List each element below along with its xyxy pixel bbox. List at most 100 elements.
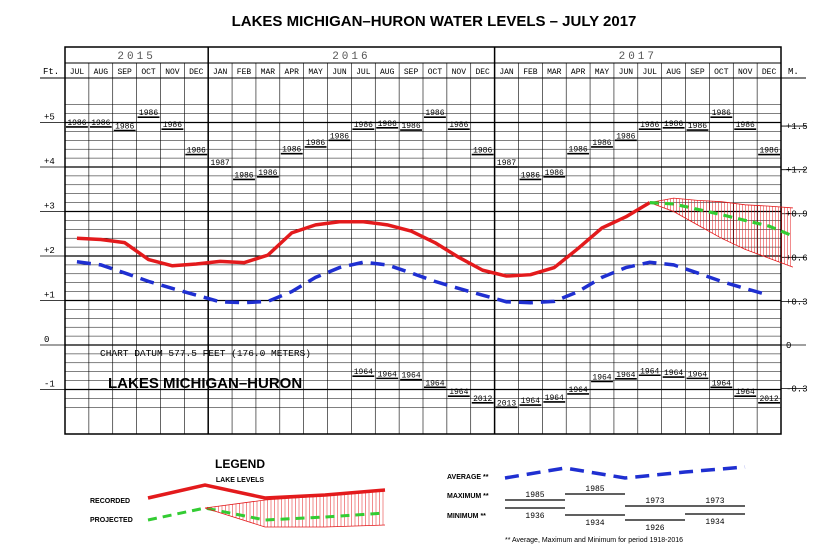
meter-tick-label: +0.9 [786,210,808,220]
year-band [64,46,782,64]
legend-projected-lower [204,507,386,528]
legend-projected-line [147,506,386,522]
month-label: MAR [261,68,276,77]
projection-hatch [649,197,794,268]
maximum-year-label: 1986 [592,139,611,148]
month-label: JUN [619,68,634,77]
minimum-year-label: 1964 [736,388,755,397]
maximum-year-label: 1986 [163,121,182,130]
minimum-year-label: 1964 [592,373,611,382]
legend-footnote: ** Average, Maximum and Minimum for peri… [505,537,683,544]
minimum-year-label: 1964 [712,379,731,388]
month-label: MAR [547,68,562,77]
month-label: JUL [356,68,371,77]
meter-tick-label: +1.2 [786,166,808,176]
projection-upper-bound [649,197,793,209]
maximum-year-label: 1986 [736,121,755,130]
minimum-year-label: 1964 [569,386,588,395]
maximum-year-label: 1986 [425,109,444,118]
minimum-year-label: 1964 [425,379,444,388]
legend-average-line [504,465,746,480]
legend-maximum-year: 1985 [585,485,604,494]
legend-recorded-label: RECORDED [90,498,130,505]
minimum-marks: 1964 1964 1964 1964 1964 2012 2013 1964 1964 1964… [352,367,780,408]
maximum-year-label: 1986 [664,120,683,129]
feet-tick-label: +1 [44,291,55,301]
meter-tick-label: +1.5 [786,122,808,132]
maximum-marks: 1986 1986 1986 1986 1986 1986 1987 1986 1986 1986… [66,109,780,180]
minimum-year-label: 1964 [449,388,468,397]
maximum-year-label: 1986 [282,146,301,155]
recorded-line [76,201,651,278]
meter-tick-label: -0.3 [786,385,808,395]
legend-maximum-label: MAXIMUM ** [447,493,489,500]
feet-tick-label: 0 [44,335,49,345]
year-label: 2015 [117,51,155,63]
minimum-year-label: 2013 [497,399,516,408]
minimum-year-label: 2012 [759,395,778,404]
series [76,201,794,305]
meter-tick-labels: +1.5 +1.2 +0.9 +0.6 +0.3 0 -0.3 [786,122,808,395]
legend-hatch [207,490,384,527]
maximum-year-label: 1986 [139,109,158,118]
legend-recorded-line [147,483,386,500]
left-unit-label: Ft. [43,67,59,77]
legend-maximum-year: 1973 [705,497,724,506]
legend-minimum-year: 1936 [525,512,544,521]
minimum-year-label: 1964 [664,369,683,378]
maximum-year-label: 1987 [497,159,516,168]
meter-tick-label: +0.6 [786,253,808,263]
month-label: NOV [165,68,180,77]
projection-lower-bound [649,202,794,268]
month-label: JAN [213,68,228,77]
month-label: DEC [762,68,777,77]
minimum-year-label: 1964 [521,397,540,406]
minimum-year-label: 1964 [378,370,397,379]
year-labels: 2015 2016 2017 [117,51,657,63]
legend-maximum-years: 1985 1985 1973 1973 [505,485,745,507]
maximum-year-label: 1986 [115,123,134,132]
month-label: JUN [332,68,347,77]
minimum-year-label: 1964 [640,367,659,376]
legend: LEGEND LAKE LEVELS RECORDED PROJECTED AV… [90,457,746,544]
chart-datum-label: CHART DATUM 577.5 FEET (176.0 METERS) [100,348,311,359]
month-label: NOV [738,68,753,77]
month-label: APR [571,68,586,77]
minimum-year-label: 1964 [401,372,420,381]
legend-minimum-year: 1926 [645,524,664,533]
maximum-year-label: 1986 [759,147,778,156]
maximum-year-label: 1986 [521,171,540,180]
feet-tick-label: +4 [44,157,55,167]
maximum-year-label: 1986 [616,132,635,141]
maximum-year-label: 1986 [569,146,588,155]
grid [40,47,806,434]
maximum-year-label: 1986 [545,169,564,178]
maximum-year-label: 1986 [234,171,253,180]
feet-tick-label: -1 [44,380,55,390]
month-label: FEB [237,68,252,77]
month-label: JAN [499,68,514,77]
feet-tick-label: +5 [44,113,55,123]
feet-tick-label: +3 [44,202,55,212]
month-label: OCT [714,68,729,77]
maximum-year-label: 1986 [330,132,349,141]
month-label: AUG [94,68,109,77]
legend-minimum-years: 1936 1934 1926 1934 [505,507,745,533]
meter-tick-label: +0.3 [786,297,808,307]
year-label: 2017 [619,51,657,63]
month-label: SEP [404,68,419,77]
minimum-year-label: 1964 [616,371,635,380]
legend-minimum-label: MINIMUM ** [447,513,486,520]
month-label: DEC [475,68,490,77]
maximum-year-label: 1986 [378,120,397,129]
legend-projected-upper [204,489,386,509]
minimum-year-label: 1964 [354,368,373,377]
month-labels: JUL AUG SEP OCT NOV DEC JAN FEB MAR APR MAY JUN JUL A… [70,68,777,77]
year-label: 2016 [332,51,370,63]
legend-projected-label: PROJECTED [90,517,133,524]
legend-minimum-year: 1934 [585,519,604,528]
month-label: JUL [643,68,658,77]
projected-line [649,201,794,238]
legend-maximum-year: 1973 [645,497,664,506]
month-label: AUG [666,68,681,77]
